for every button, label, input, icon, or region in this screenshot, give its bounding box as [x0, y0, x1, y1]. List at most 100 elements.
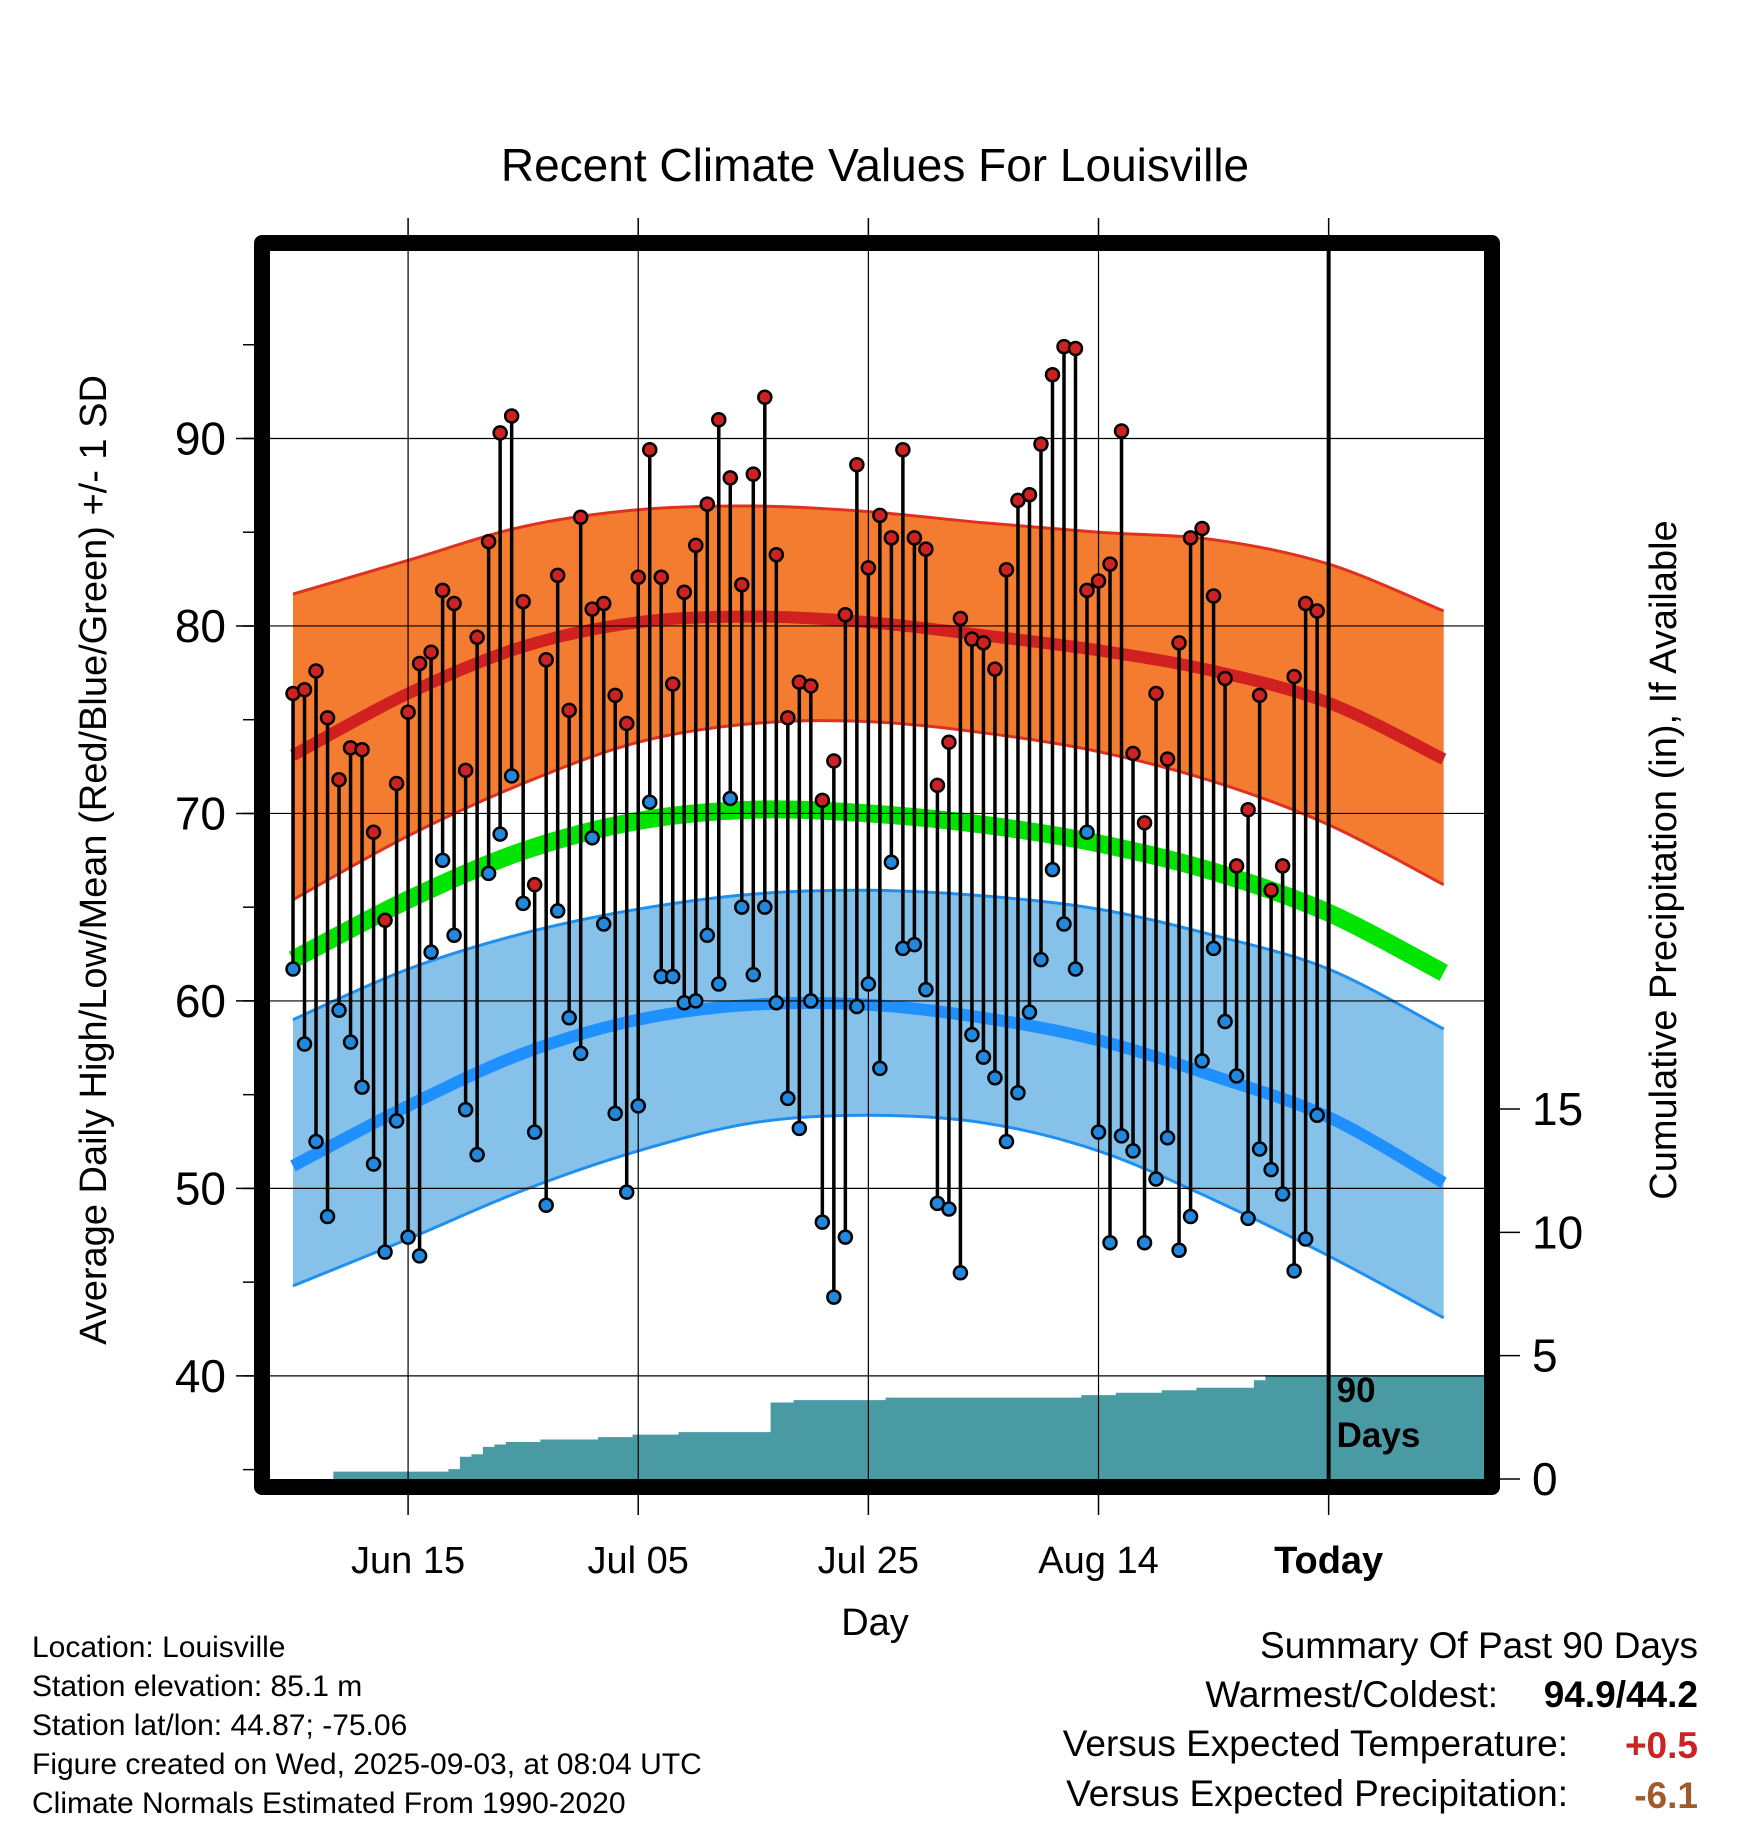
daily-low-point — [446, 927, 462, 944]
daily-low-point — [469, 1146, 485, 1163]
daily-low-point — [365, 1156, 382, 1172]
daily-low-point — [745, 966, 762, 983]
plot-area: 90 Days 40 50 60 70 80 90 0 5 10 15 Jun 15 Jul 05 Jul … — [175, 218, 1583, 1582]
daily-low-point — [952, 1265, 969, 1281]
daily-high-point — [1079, 582, 1095, 599]
daily-high-point — [400, 704, 416, 720]
daily-low-point — [814, 1214, 831, 1230]
daily-low-point — [1297, 1231, 1314, 1247]
daily-high-point — [1044, 366, 1061, 383]
x-tick-label: Jun 15 — [351, 1540, 465, 1582]
grid-lines — [270, 251, 1484, 1479]
daily-low-point — [906, 936, 923, 953]
daily-high-point — [1102, 556, 1118, 572]
daily-low-point — [941, 1201, 957, 1217]
info-normals: Climate Normals Estimated From 1990-2020 — [32, 1787, 626, 1820]
daily-low-point — [1033, 951, 1049, 968]
daily-low-point — [757, 899, 773, 915]
daily-low-point — [1159, 1130, 1176, 1146]
daily-high-point — [630, 569, 646, 585]
daily-high-point — [492, 425, 508, 441]
info-elevation: Station elevation: 85.1 m — [32, 1670, 363, 1703]
today-label-line2: Days — [1337, 1416, 1421, 1455]
daily-high-point — [860, 560, 877, 576]
y-tick-label: 40 — [175, 1350, 226, 1402]
daily-low-point — [285, 961, 301, 977]
daily-high-point — [296, 681, 313, 698]
daily-high-point — [1240, 801, 1256, 818]
daily-low-point — [1194, 1053, 1210, 1069]
info-latlon: Station lat/lon: 44.87; -75.06 — [32, 1709, 408, 1742]
x-axis: Jun 15 Jul 05 Jul 25 Aug 14 Today — [351, 218, 1383, 1582]
daily-high-point — [895, 441, 911, 458]
daily-high-point — [872, 507, 888, 524]
daily-high-point — [849, 456, 865, 473]
daily-high-point — [561, 702, 577, 719]
daily-high-point — [641, 441, 658, 458]
daily-high-point — [480, 533, 497, 550]
daily-low-point — [618, 1184, 635, 1200]
warmest-coldest-value: 94.9/44.2 — [1543, 1674, 1698, 1715]
daily-high-point — [503, 408, 520, 424]
daily-low-point — [1148, 1171, 1164, 1187]
y2-tick-label: 15 — [1532, 1083, 1583, 1135]
daily-low-point — [641, 794, 658, 810]
y-tick-label: 90 — [175, 412, 226, 464]
y-axis-right: 0 5 10 15 — [1500, 1083, 1583, 1505]
today-label-line1: 90 — [1337, 1371, 1376, 1410]
daily-low-point — [538, 1197, 554, 1214]
daily-low-point — [1136, 1235, 1153, 1251]
daily-low-point — [734, 899, 750, 915]
daily-low-point — [1228, 1068, 1245, 1084]
daily-low-point — [826, 1289, 842, 1305]
y2-tick-label: 10 — [1532, 1206, 1583, 1258]
daily-high-point — [998, 561, 1015, 578]
daily-high-point — [699, 496, 716, 512]
x-tick-label: Today — [1274, 1540, 1383, 1582]
daily-low-point — [1309, 1107, 1325, 1124]
daily-high-point — [1309, 603, 1325, 619]
daily-high-point — [803, 678, 819, 694]
y2-tick-label: 0 — [1532, 1453, 1558, 1505]
y-tick-label: 80 — [175, 600, 226, 652]
daily-low-point — [860, 976, 877, 992]
daily-low-point — [1251, 1141, 1268, 1157]
daily-low-point — [423, 944, 439, 960]
daily-high-point — [1125, 745, 1141, 762]
daily-low-point — [572, 1045, 589, 1062]
daily-high-point — [1194, 520, 1210, 537]
temp-vs-expected-label: Versus Expected Temperature: — [1062, 1723, 1568, 1764]
daily-low-point — [664, 968, 681, 985]
daily-high-point — [734, 576, 750, 593]
daily-low-point — [377, 1244, 393, 1260]
daily-high-point — [446, 595, 462, 612]
daily-low-point — [411, 1248, 428, 1264]
daily-low-point — [872, 1060, 888, 1077]
plot-content: 90 Days — [270, 251, 1484, 1479]
daily-low-point — [1263, 1161, 1279, 1178]
daily-high-point — [1251, 687, 1268, 704]
daily-high-point — [1274, 858, 1291, 874]
plot-frame — [254, 235, 1500, 1495]
daily-low-point — [515, 895, 531, 912]
precip-vs-expected-label: Versus Expected Precipitation: — [1066, 1773, 1568, 1814]
daily-high-point — [1021, 486, 1038, 503]
daily-low-point — [803, 993, 819, 1009]
daily-low-point — [768, 995, 785, 1011]
daily-low-point — [998, 1133, 1015, 1150]
daily-low-point — [607, 1105, 623, 1122]
daily-high-point — [1205, 588, 1222, 604]
daily-high-point — [929, 777, 946, 794]
daily-low-point — [1113, 1128, 1130, 1144]
daily-low-point — [561, 1010, 577, 1026]
daily-low-point — [457, 1101, 474, 1118]
daily-low-point — [584, 830, 600, 846]
x-tick-label: Aug 14 — [1038, 1540, 1158, 1582]
daily-low-point — [503, 768, 520, 784]
daily-low-point — [549, 903, 566, 919]
daily-high-point — [757, 389, 773, 405]
daily-low-point — [1205, 940, 1222, 957]
summary-heading: Summary Of Past 90 Days — [1260, 1625, 1698, 1666]
daily-high-point — [469, 629, 485, 645]
